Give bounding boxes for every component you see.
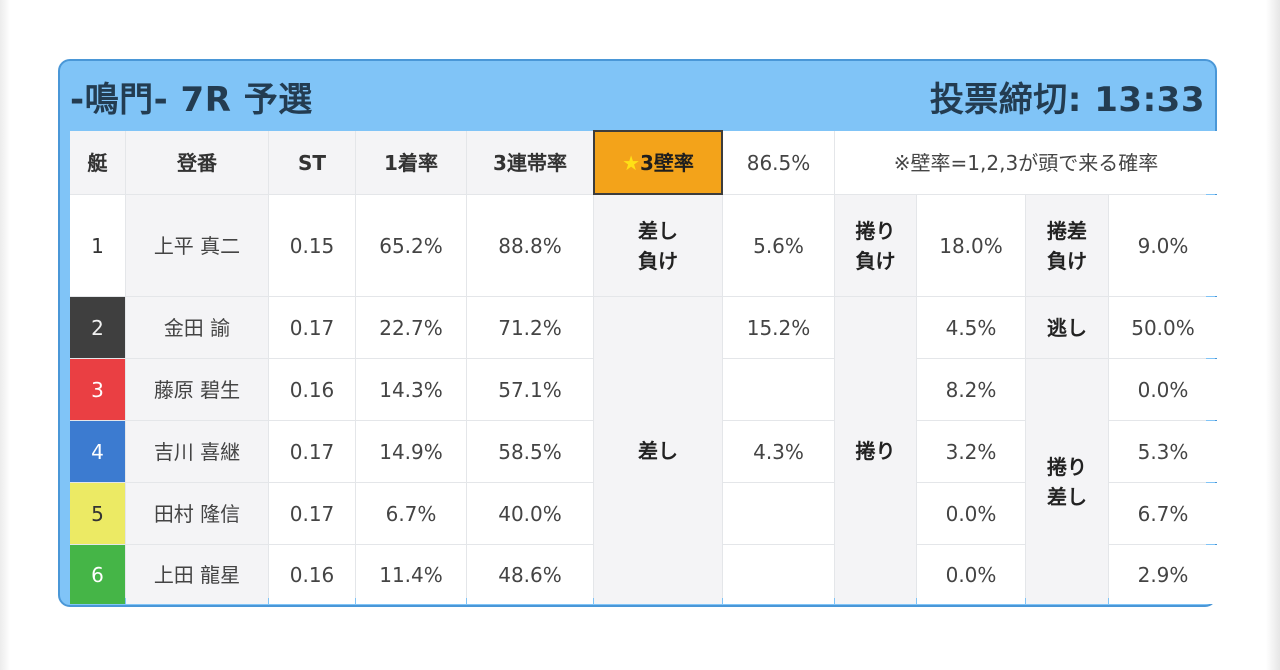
pattern-sashi-value: 4.3% bbox=[723, 421, 834, 482]
pattern-sashi-make-label: 差し 負け bbox=[594, 195, 722, 296]
pattern-nige-value: 50.0% bbox=[1109, 297, 1217, 358]
st-value: 0.17 bbox=[269, 483, 355, 544]
first-rate: 65.2% bbox=[356, 195, 466, 296]
header-top3-rate: 3連帯率 bbox=[467, 131, 593, 194]
lane-1: 1 bbox=[70, 195, 125, 296]
lane-5: 5 bbox=[70, 483, 125, 544]
racer-name: 金田 諭 bbox=[126, 297, 268, 358]
first-rate: 11.4% bbox=[356, 545, 466, 604]
st-value: 0.16 bbox=[269, 359, 355, 420]
wall-rate-highlight: ★ 3壁率 bbox=[593, 130, 723, 195]
wall-rate-value: 86.5% bbox=[723, 131, 834, 194]
deadline-time: 13:33 bbox=[1094, 80, 1205, 120]
pattern-makuri-value: 0.0% bbox=[917, 483, 1025, 544]
pattern-makurisashi-value: 6.7% bbox=[1109, 483, 1217, 544]
pattern-sashi-make-value: 5.6% bbox=[723, 195, 834, 296]
top3-rate: 88.8% bbox=[467, 195, 593, 296]
st-value: 0.16 bbox=[269, 545, 355, 604]
racer-name: 吉川 喜継 bbox=[126, 421, 268, 482]
deadline: 投票締切: 13:33 bbox=[930, 72, 1205, 121]
pattern-makurisashi-make-label: 捲差 負け bbox=[1026, 195, 1108, 296]
racer-name: 上平 真二 bbox=[126, 195, 268, 296]
pattern-makuri-make-label: 捲り 負け bbox=[835, 195, 916, 296]
pattern-makuri-value: 4.5% bbox=[917, 297, 1025, 358]
header-boat: 艇 bbox=[70, 131, 125, 194]
wall-rate-note: ※壁率=1,2,3が頭で来る確率 bbox=[835, 131, 1217, 194]
pattern-makurisashi-label: 捲り 差し bbox=[1026, 359, 1108, 604]
first-rate: 22.7% bbox=[356, 297, 466, 358]
pattern-makuri-value: 8.2% bbox=[917, 359, 1025, 420]
st-value: 0.15 bbox=[269, 195, 355, 296]
pattern-makuri-value: 3.2% bbox=[917, 421, 1025, 482]
racer-name: 上田 龍星 bbox=[126, 545, 268, 604]
deadline-label: 投票締切: bbox=[929, 80, 1082, 120]
pattern-makurisashi-value: 0.0% bbox=[1109, 359, 1217, 420]
first-rate: 14.9% bbox=[356, 421, 466, 482]
pattern-sashi-value: 15.2% bbox=[723, 297, 834, 358]
top3-rate: 58.5% bbox=[467, 421, 593, 482]
first-rate: 6.7% bbox=[356, 483, 466, 544]
header-st: ST bbox=[269, 131, 355, 194]
top3-rate: 40.0% bbox=[467, 483, 593, 544]
st-value: 0.17 bbox=[269, 421, 355, 482]
top3-rate: 71.2% bbox=[467, 297, 593, 358]
top3-rate: 48.6% bbox=[467, 545, 593, 604]
header-reg: 登番 bbox=[126, 131, 268, 194]
pattern-makuri-value: 0.0% bbox=[917, 545, 1025, 604]
lane-2: 2 bbox=[70, 297, 125, 358]
pattern-makurisashi-value: 2.9% bbox=[1109, 545, 1217, 604]
pattern-makuri-make-value: 18.0% bbox=[917, 195, 1025, 296]
pattern-sashi-value-empty bbox=[723, 483, 834, 544]
pattern-sashi-value-empty bbox=[723, 359, 834, 420]
pattern-makurisashi-value: 5.3% bbox=[1109, 421, 1217, 482]
page-edge-right bbox=[1266, 0, 1280, 670]
lane-6: 6 bbox=[70, 545, 125, 604]
race-card: -鳴門- 7R 予選 投票締切: 13:33 艇 登番 ST 1着率 3連帯率 … bbox=[58, 59, 1217, 607]
first-rate: 14.3% bbox=[356, 359, 466, 420]
pattern-nige-label: 逃し bbox=[1026, 297, 1108, 358]
star-icon: ★ bbox=[622, 150, 640, 175]
header-first-rate: 1着率 bbox=[356, 131, 466, 194]
pattern-sashi-value-empty bbox=[723, 545, 834, 604]
lane-4: 4 bbox=[70, 421, 125, 482]
pattern-makuri-label: 捲り bbox=[835, 297, 916, 604]
racer-name: 田村 隆信 bbox=[126, 483, 268, 544]
racer-name: 藤原 碧生 bbox=[126, 359, 268, 420]
wall-rate-label: 3壁率 bbox=[640, 150, 694, 175]
pattern-makurisashi-make-value: 9.0% bbox=[1109, 195, 1217, 296]
st-value: 0.17 bbox=[269, 297, 355, 358]
pattern-sashi-label: 差し bbox=[594, 297, 722, 604]
stats-table: 艇 登番 ST 1着率 3連帯率 ★ 3壁率 86.5% ※壁率=1,2,3が頭で… bbox=[70, 130, 1217, 604]
page-edge-left bbox=[0, 0, 10, 670]
race-title: -鳴門- 7R 予選 bbox=[70, 80, 313, 120]
lane-3: 3 bbox=[70, 359, 125, 420]
top3-rate: 57.1% bbox=[467, 359, 593, 420]
